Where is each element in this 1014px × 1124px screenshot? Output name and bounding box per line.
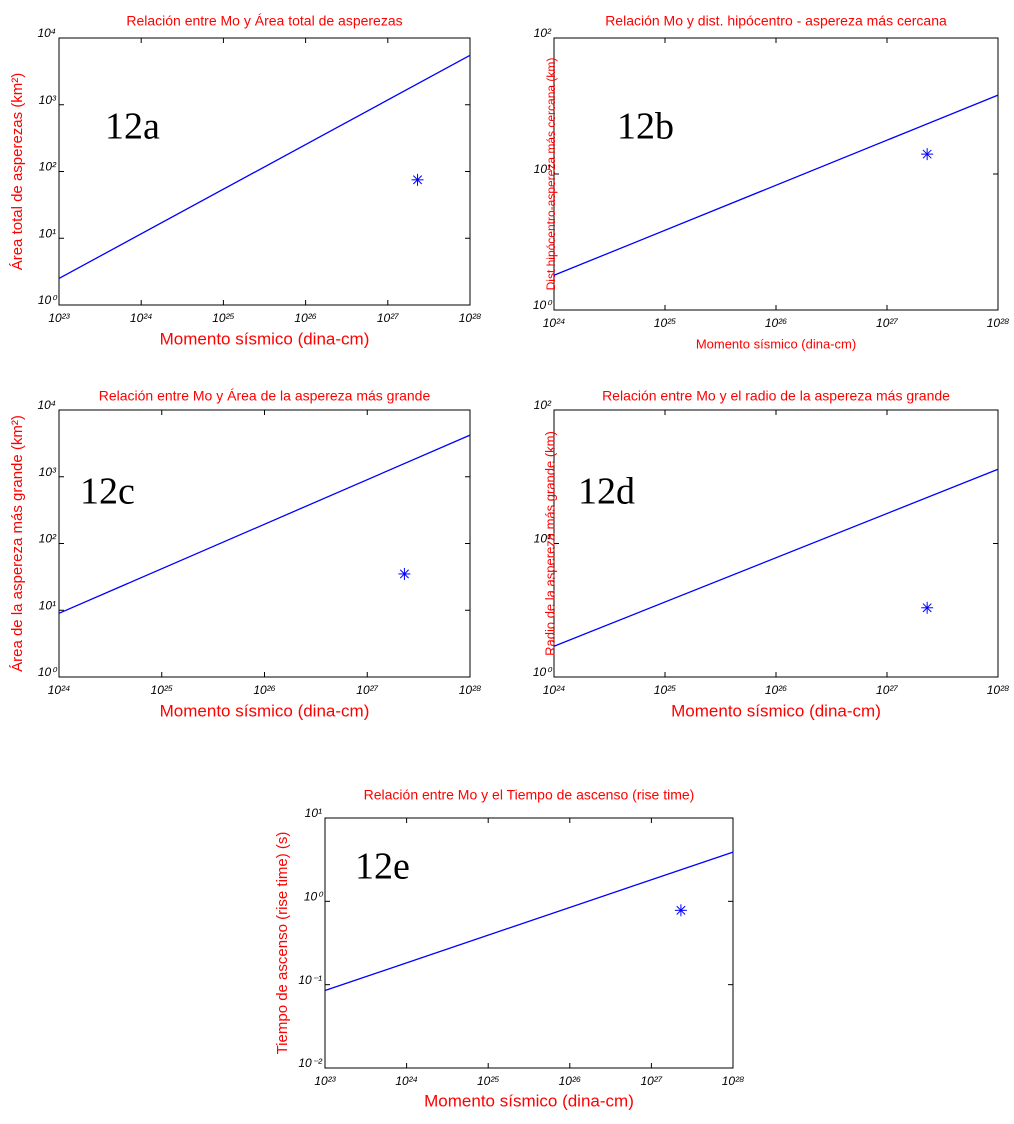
- x-tick-label: 10²⁶: [253, 683, 275, 697]
- x-tick-label: 10²³: [314, 1074, 336, 1088]
- panel-annotation: 12e: [355, 846, 410, 888]
- x-tick-label: 10²⁸: [459, 311, 482, 325]
- chart-title: Relación entre Mo y Área total de aspere…: [126, 13, 402, 29]
- x-axis-label: Momento sísmico (dina-cm): [160, 329, 370, 348]
- x-axis-label: Momento sísmico (dina-cm): [696, 336, 856, 351]
- fit-line: [553, 468, 999, 647]
- x-axis-label: Momento sísmico (dina-cm): [160, 701, 370, 720]
- fit-line: [553, 94, 999, 276]
- x-axis-label: Momento sísmico (dina-cm): [671, 701, 881, 720]
- y-tick-label: 10⁴: [37, 26, 56, 40]
- panel-annotation: 12c: [80, 471, 135, 513]
- x-tick-label: 10²⁸: [987, 683, 1010, 697]
- x-tick-label: 10²⁶: [765, 316, 787, 330]
- x-tick-label: 10²⁵: [654, 316, 676, 330]
- chart-title: Relación Mo y dist. hipócentro - asperez…: [605, 13, 947, 29]
- asterisk-stroke: [922, 149, 932, 159]
- x-tick-label: 10²⁴: [543, 683, 566, 697]
- x-tick-label: 10²⁷: [356, 683, 378, 697]
- x-tick-label: 10²⁶: [765, 683, 787, 697]
- panel-annotation: 12d: [578, 471, 635, 513]
- x-tick-label: 10²⁵: [212, 311, 234, 325]
- x-tick-label: 10²⁴: [48, 683, 71, 697]
- y-tick-label: 10⁰: [38, 293, 58, 307]
- chart-title: Relación entre Mo y el Tiempo de ascenso…: [364, 787, 695, 803]
- y-axis-label: Radio de la aspereza más grande (km): [542, 431, 557, 656]
- y-tick-label: 10⁰: [304, 890, 324, 904]
- asterisk-stroke: [399, 569, 409, 579]
- x-tick-label: 10²⁷: [377, 311, 399, 325]
- y-tick-label: 10³: [39, 465, 57, 479]
- y-tick-label: 10³: [39, 93, 57, 107]
- plot-frame: [324, 817, 734, 1069]
- y-tick-label: 10⁰: [533, 298, 553, 312]
- x-tick-label: 10²⁸: [722, 1074, 745, 1088]
- fit-line: [58, 54, 471, 280]
- chart-title: Relación entre Mo y Área de la aspereza …: [99, 388, 431, 404]
- y-tick-label: 10¹: [39, 598, 56, 612]
- plot-frame: [58, 409, 471, 678]
- x-tick-label: 10²⁵: [477, 1074, 499, 1088]
- scatter-point: [674, 904, 687, 917]
- x-tick-label: 10²⁶: [559, 1074, 581, 1088]
- plot-frame: [553, 37, 999, 311]
- y-tick-label: 10²: [534, 26, 552, 40]
- asterisk-stroke: [922, 603, 932, 613]
- panel-annotation: 12b: [617, 106, 674, 148]
- y-axis-label: Tiempo de ascenso (rise time) (s): [274, 832, 291, 1055]
- x-tick-label: 10²⁵: [151, 683, 173, 697]
- scatter-point: [398, 567, 411, 580]
- y-axis-label: Área total de asperezas (km²): [9, 73, 26, 271]
- y-tick-label: 10²: [534, 398, 552, 412]
- chart-title: Relación entre Mo y el radio de la asper…: [602, 388, 950, 404]
- scatter-point: [921, 148, 934, 161]
- x-tick-label: 10²⁷: [876, 683, 898, 697]
- plot-frame: [58, 37, 471, 306]
- y-tick-label: 10⁻¹: [298, 973, 322, 987]
- panel-annotation: 12a: [105, 106, 160, 148]
- x-axis-label: Momento sísmico (dina-cm): [424, 1091, 634, 1110]
- asterisk-stroke: [676, 905, 686, 915]
- x-tick-label: 10²⁸: [987, 316, 1010, 330]
- x-tick-label: 10²⁴: [543, 316, 566, 330]
- x-tick-label: 10²⁷: [640, 1074, 662, 1088]
- y-tick-label: 10⁰: [533, 665, 553, 679]
- y-axis-label: Dist hipócentro-aspereza más cercana (km…: [544, 58, 558, 291]
- x-tick-label: 10²⁶: [294, 311, 316, 325]
- y-tick-label: 10¹: [534, 532, 551, 546]
- x-tick-label: 10²⁸: [459, 683, 482, 697]
- scatter-point: [921, 601, 934, 614]
- y-tick-label: 10²: [39, 160, 57, 174]
- y-tick-label: 10⁴: [37, 398, 56, 412]
- asterisk-stroke: [412, 175, 423, 185]
- x-tick-label: 10²⁴: [130, 311, 153, 325]
- x-tick-label: 10²⁵: [654, 683, 676, 697]
- scatter-point: [411, 173, 424, 186]
- y-tick-label: 10¹: [39, 226, 56, 240]
- y-tick-label: 10⁰: [38, 665, 58, 679]
- y-tick-label: 10²: [39, 532, 57, 546]
- x-tick-label: 10²⁴: [395, 1074, 418, 1088]
- y-tick-label: 10⁻²: [298, 1056, 323, 1070]
- y-tick-label: 10¹: [534, 162, 551, 176]
- fit-line: [324, 851, 734, 992]
- x-tick-label: 10²⁷: [876, 316, 898, 330]
- plot-frame: [553, 409, 999, 678]
- y-axis-label: Área de la aspereza más grande (km²): [9, 415, 26, 672]
- fit-line: [58, 434, 471, 614]
- x-tick-label: 10²³: [48, 311, 70, 325]
- y-tick-label: 10¹: [305, 806, 322, 820]
